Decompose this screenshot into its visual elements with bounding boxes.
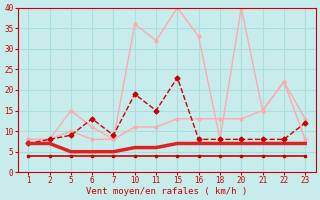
X-axis label: Vent moyen/en rafales ( km/h ): Vent moyen/en rafales ( km/h ) <box>86 187 247 196</box>
